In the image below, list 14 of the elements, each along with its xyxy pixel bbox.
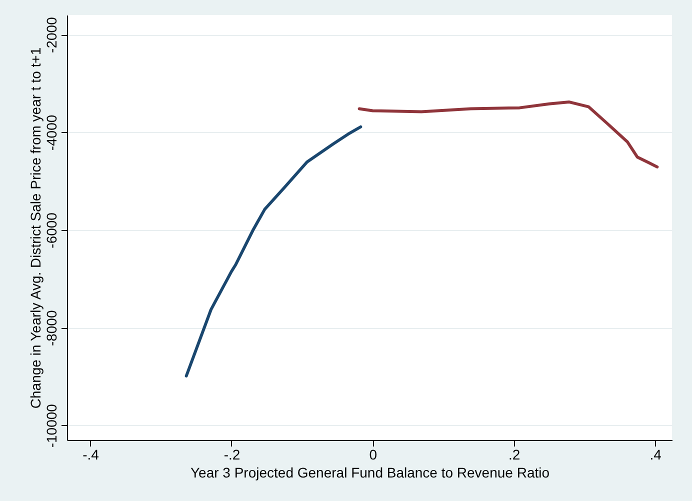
y-axis-title: Change in Yearly Avg. District Sale Price from year t to t+1 <box>28 47 44 409</box>
x-tick-label: 0 <box>369 446 378 462</box>
x-tick-label: -.4 <box>82 446 100 462</box>
y-tick-label: -4000 <box>44 114 60 151</box>
y-tick-label: -8000 <box>44 310 60 346</box>
line-series <box>358 100 659 168</box>
y-tick-label: -2000 <box>44 16 60 53</box>
y-tick-label: -6000 <box>44 212 60 248</box>
x-tick-label: -.2 <box>224 446 240 462</box>
x-tick-label: .2 <box>508 446 520 462</box>
line-series <box>184 125 362 378</box>
x-axis-title: Year 3 Projected General Fund Balance to Revenue Ratio <box>190 464 550 480</box>
x-tick-label: .4 <box>650 446 662 462</box>
y-tick-label: -10000 <box>44 404 60 448</box>
